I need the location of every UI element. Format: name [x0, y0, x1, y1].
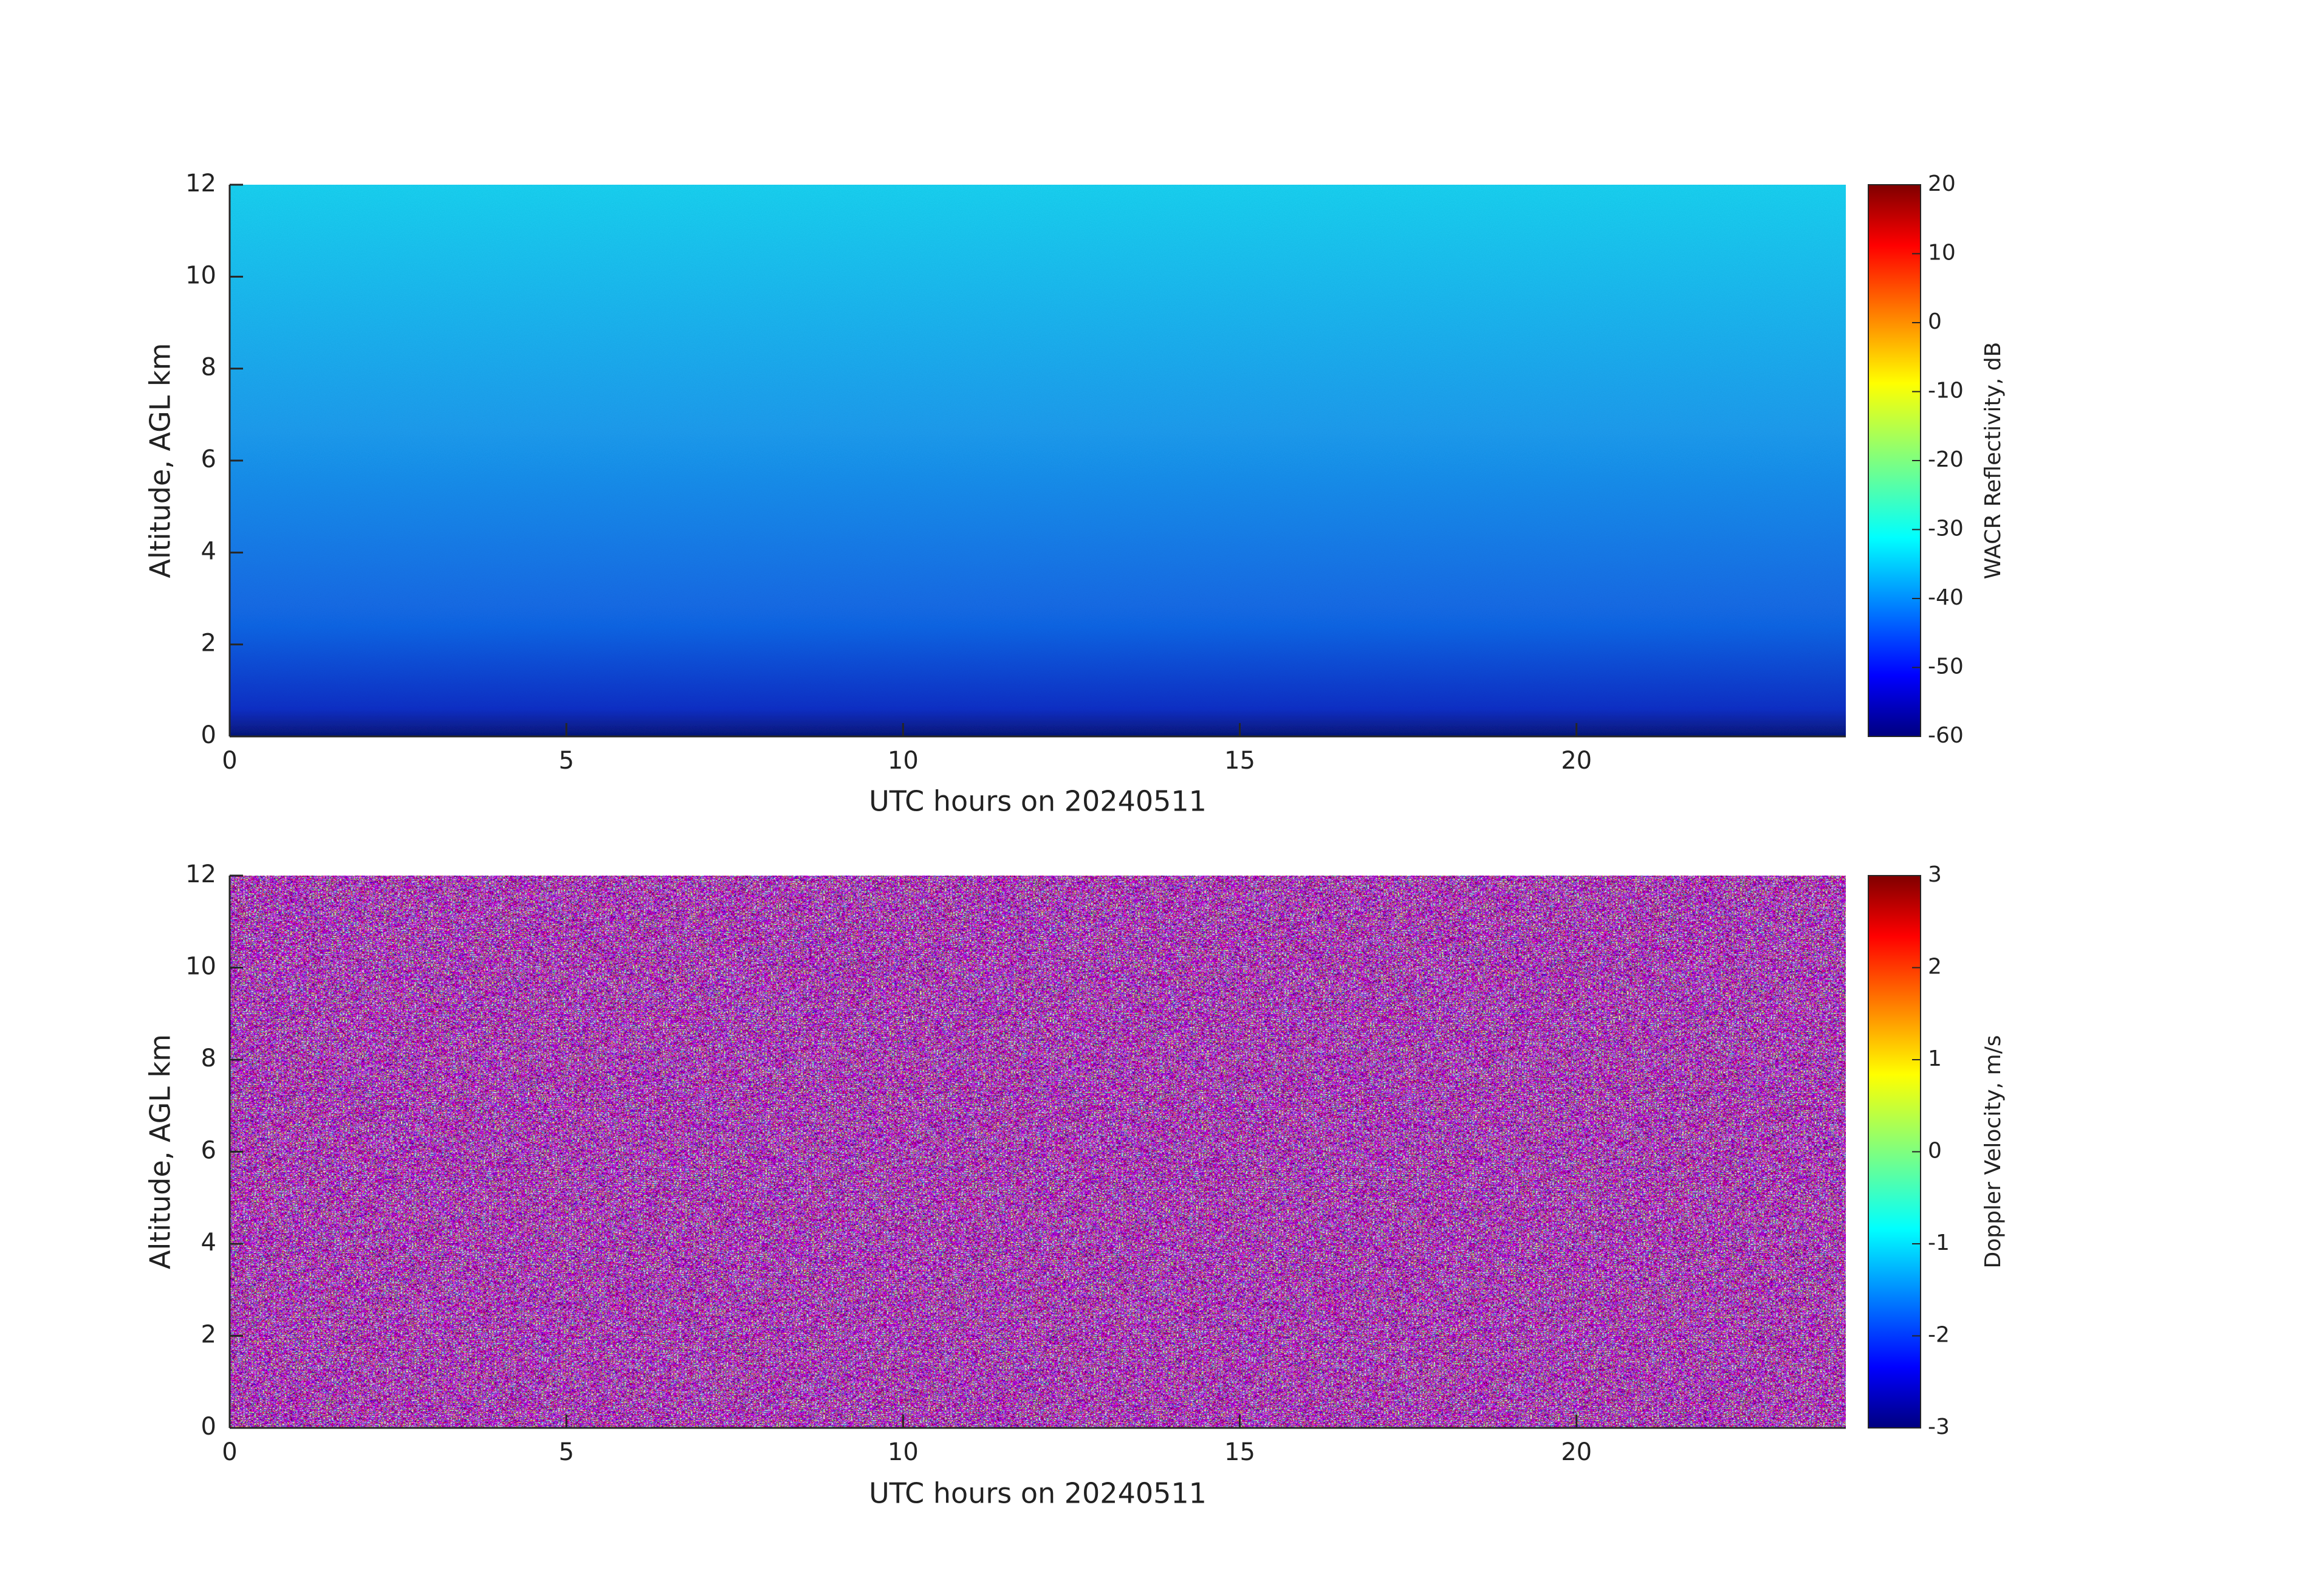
- colorbar-tick-label: 0: [1928, 309, 1942, 334]
- x-tick-label: 5: [558, 1438, 574, 1466]
- x-tick-label: 0: [222, 1438, 237, 1466]
- y-tick-label: 2: [201, 629, 216, 657]
- x-axis-label: UTC hours on 20240511: [869, 1477, 1207, 1510]
- colorbar-tick-label: -10: [1928, 379, 1964, 403]
- colorbar-tick-label: -1: [1928, 1230, 1950, 1255]
- y-tick-label: 12: [185, 860, 216, 888]
- y-tick-label: 6: [201, 1137, 216, 1165]
- y-tick-label: 6: [201, 445, 216, 473]
- colorbar-tick-label: -20: [1928, 447, 1964, 472]
- colorbar-tick-label: -2: [1928, 1323, 1950, 1348]
- colorbar-tick-label: 2: [1928, 955, 1942, 979]
- colorbar-tick-label: 10: [1928, 241, 1956, 266]
- colorbar-tick-label: 1: [1928, 1046, 1942, 1071]
- colorbar-tick-label: -40: [1928, 585, 1964, 610]
- x-tick-label: 20: [1561, 747, 1592, 775]
- colorbar-tick-label: -3: [1928, 1415, 1950, 1439]
- y-tick-label: 8: [201, 354, 216, 382]
- x-tick-label: 10: [888, 747, 919, 775]
- x-tick-label: 5: [558, 747, 574, 775]
- y-tick-label: 8: [201, 1044, 216, 1072]
- y-axis-label: Altitude, AGL km: [144, 1034, 177, 1269]
- y-tick-label: 10: [185, 261, 216, 289]
- colorbar-label: WACR Reflectivity, dB: [1981, 342, 2006, 580]
- y-tick-label: 2: [201, 1321, 216, 1349]
- x-tick-label: 20: [1561, 1438, 1592, 1466]
- y-tick-label: 4: [201, 1229, 216, 1257]
- x-axis-label: UTC hours on 20240511: [869, 785, 1207, 818]
- colorbar-tick-label: 20: [1928, 171, 1956, 196]
- y-tick-label: 0: [201, 721, 216, 749]
- heatmap-image: [230, 876, 1846, 1428]
- x-tick-label: 15: [1224, 1438, 1255, 1466]
- y-tick-label: 10: [185, 953, 216, 981]
- y-tick-label: 12: [185, 170, 216, 197]
- y-tick-label: 0: [201, 1413, 216, 1441]
- y-axis-label: Altitude, AGL km: [144, 343, 177, 578]
- heatmap-image: [230, 185, 1846, 736]
- colorbar-tick-label: -60: [1928, 723, 1964, 748]
- colorbar-tick-label: 0: [1928, 1139, 1942, 1164]
- colorbar-tick-label: -30: [1928, 516, 1964, 541]
- x-tick-label: 0: [222, 747, 237, 775]
- x-tick-label: 15: [1224, 747, 1255, 775]
- colorbar-tick-label: -50: [1928, 654, 1964, 679]
- y-tick-label: 4: [201, 537, 216, 565]
- colorbar-tick-label: 3: [1928, 862, 1942, 887]
- x-tick-label: 10: [888, 1438, 919, 1466]
- colorbar-label: Doppler Velocity, m/s: [1981, 1035, 2006, 1269]
